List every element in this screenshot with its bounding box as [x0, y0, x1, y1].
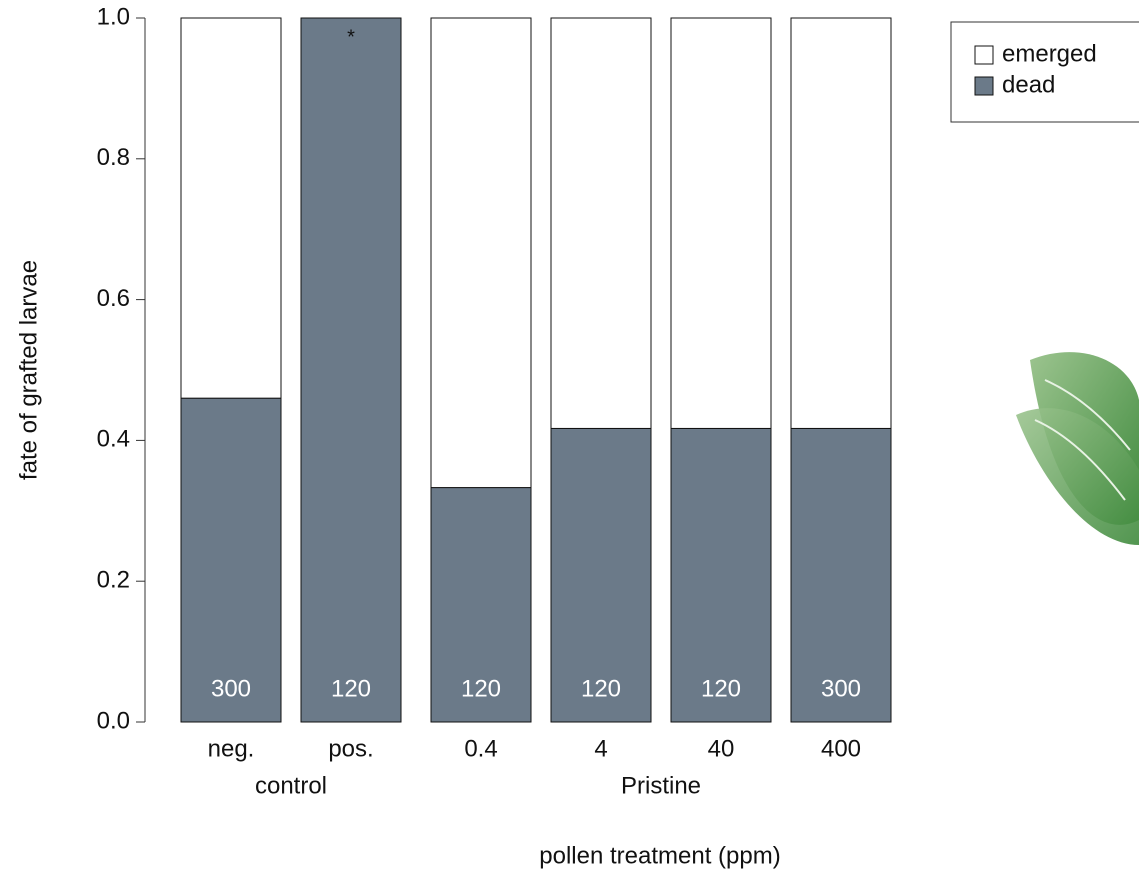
leaf-decoration: [1016, 352, 1139, 545]
legend-swatch: [974, 76, 994, 96]
bar-segment: [300, 17, 402, 723]
x-tick-label: 4: [594, 735, 607, 762]
bar-segment: [670, 17, 772, 429]
y-tick-label: 0.0: [97, 707, 130, 734]
y-tick-label: 0.8: [97, 144, 130, 171]
bar-segment: [790, 17, 892, 429]
sample-size-label: 300: [211, 675, 251, 702]
bar-segment: [180, 17, 282, 399]
bar-segment: [180, 397, 282, 723]
y-tick-label: 0.6: [97, 285, 130, 312]
sample-size-label: 120: [581, 675, 621, 702]
legend-label: emerged: [1002, 40, 1097, 67]
group-label: Pristine: [621, 772, 701, 799]
x-tick-label: 400: [821, 735, 861, 762]
bar-segment: [550, 427, 652, 723]
sample-size-label: 120: [461, 675, 501, 702]
sample-size-label: 120: [701, 675, 741, 702]
y-tick-label: 0.2: [97, 567, 130, 594]
x-tick-label: neg.: [208, 735, 255, 762]
sample-size-label: 120: [331, 675, 371, 702]
legend-box: [950, 21, 1139, 123]
bar-segment: [430, 17, 532, 489]
bar-segment: [790, 427, 892, 723]
bar-segment: [550, 17, 652, 429]
bar-segment: [430, 487, 532, 723]
legend-swatch: [974, 45, 994, 65]
significance-mark: *: [347, 26, 355, 48]
sample-size-label: 300: [821, 675, 861, 702]
bar-segment: [670, 427, 772, 723]
y-tick-label: 1.0: [97, 3, 130, 30]
x-tick-label: pos.: [328, 735, 373, 762]
y-tick-label: 0.4: [97, 426, 130, 453]
group-label: control: [255, 772, 327, 799]
legend-label: dead: [1002, 71, 1055, 98]
y-axis-title: fate of grafted larvae: [15, 260, 42, 480]
x-axis-title: pollen treatment (ppm): [539, 842, 780, 869]
x-tick-label: 0.4: [464, 735, 497, 762]
x-tick-label: 40: [708, 735, 735, 762]
